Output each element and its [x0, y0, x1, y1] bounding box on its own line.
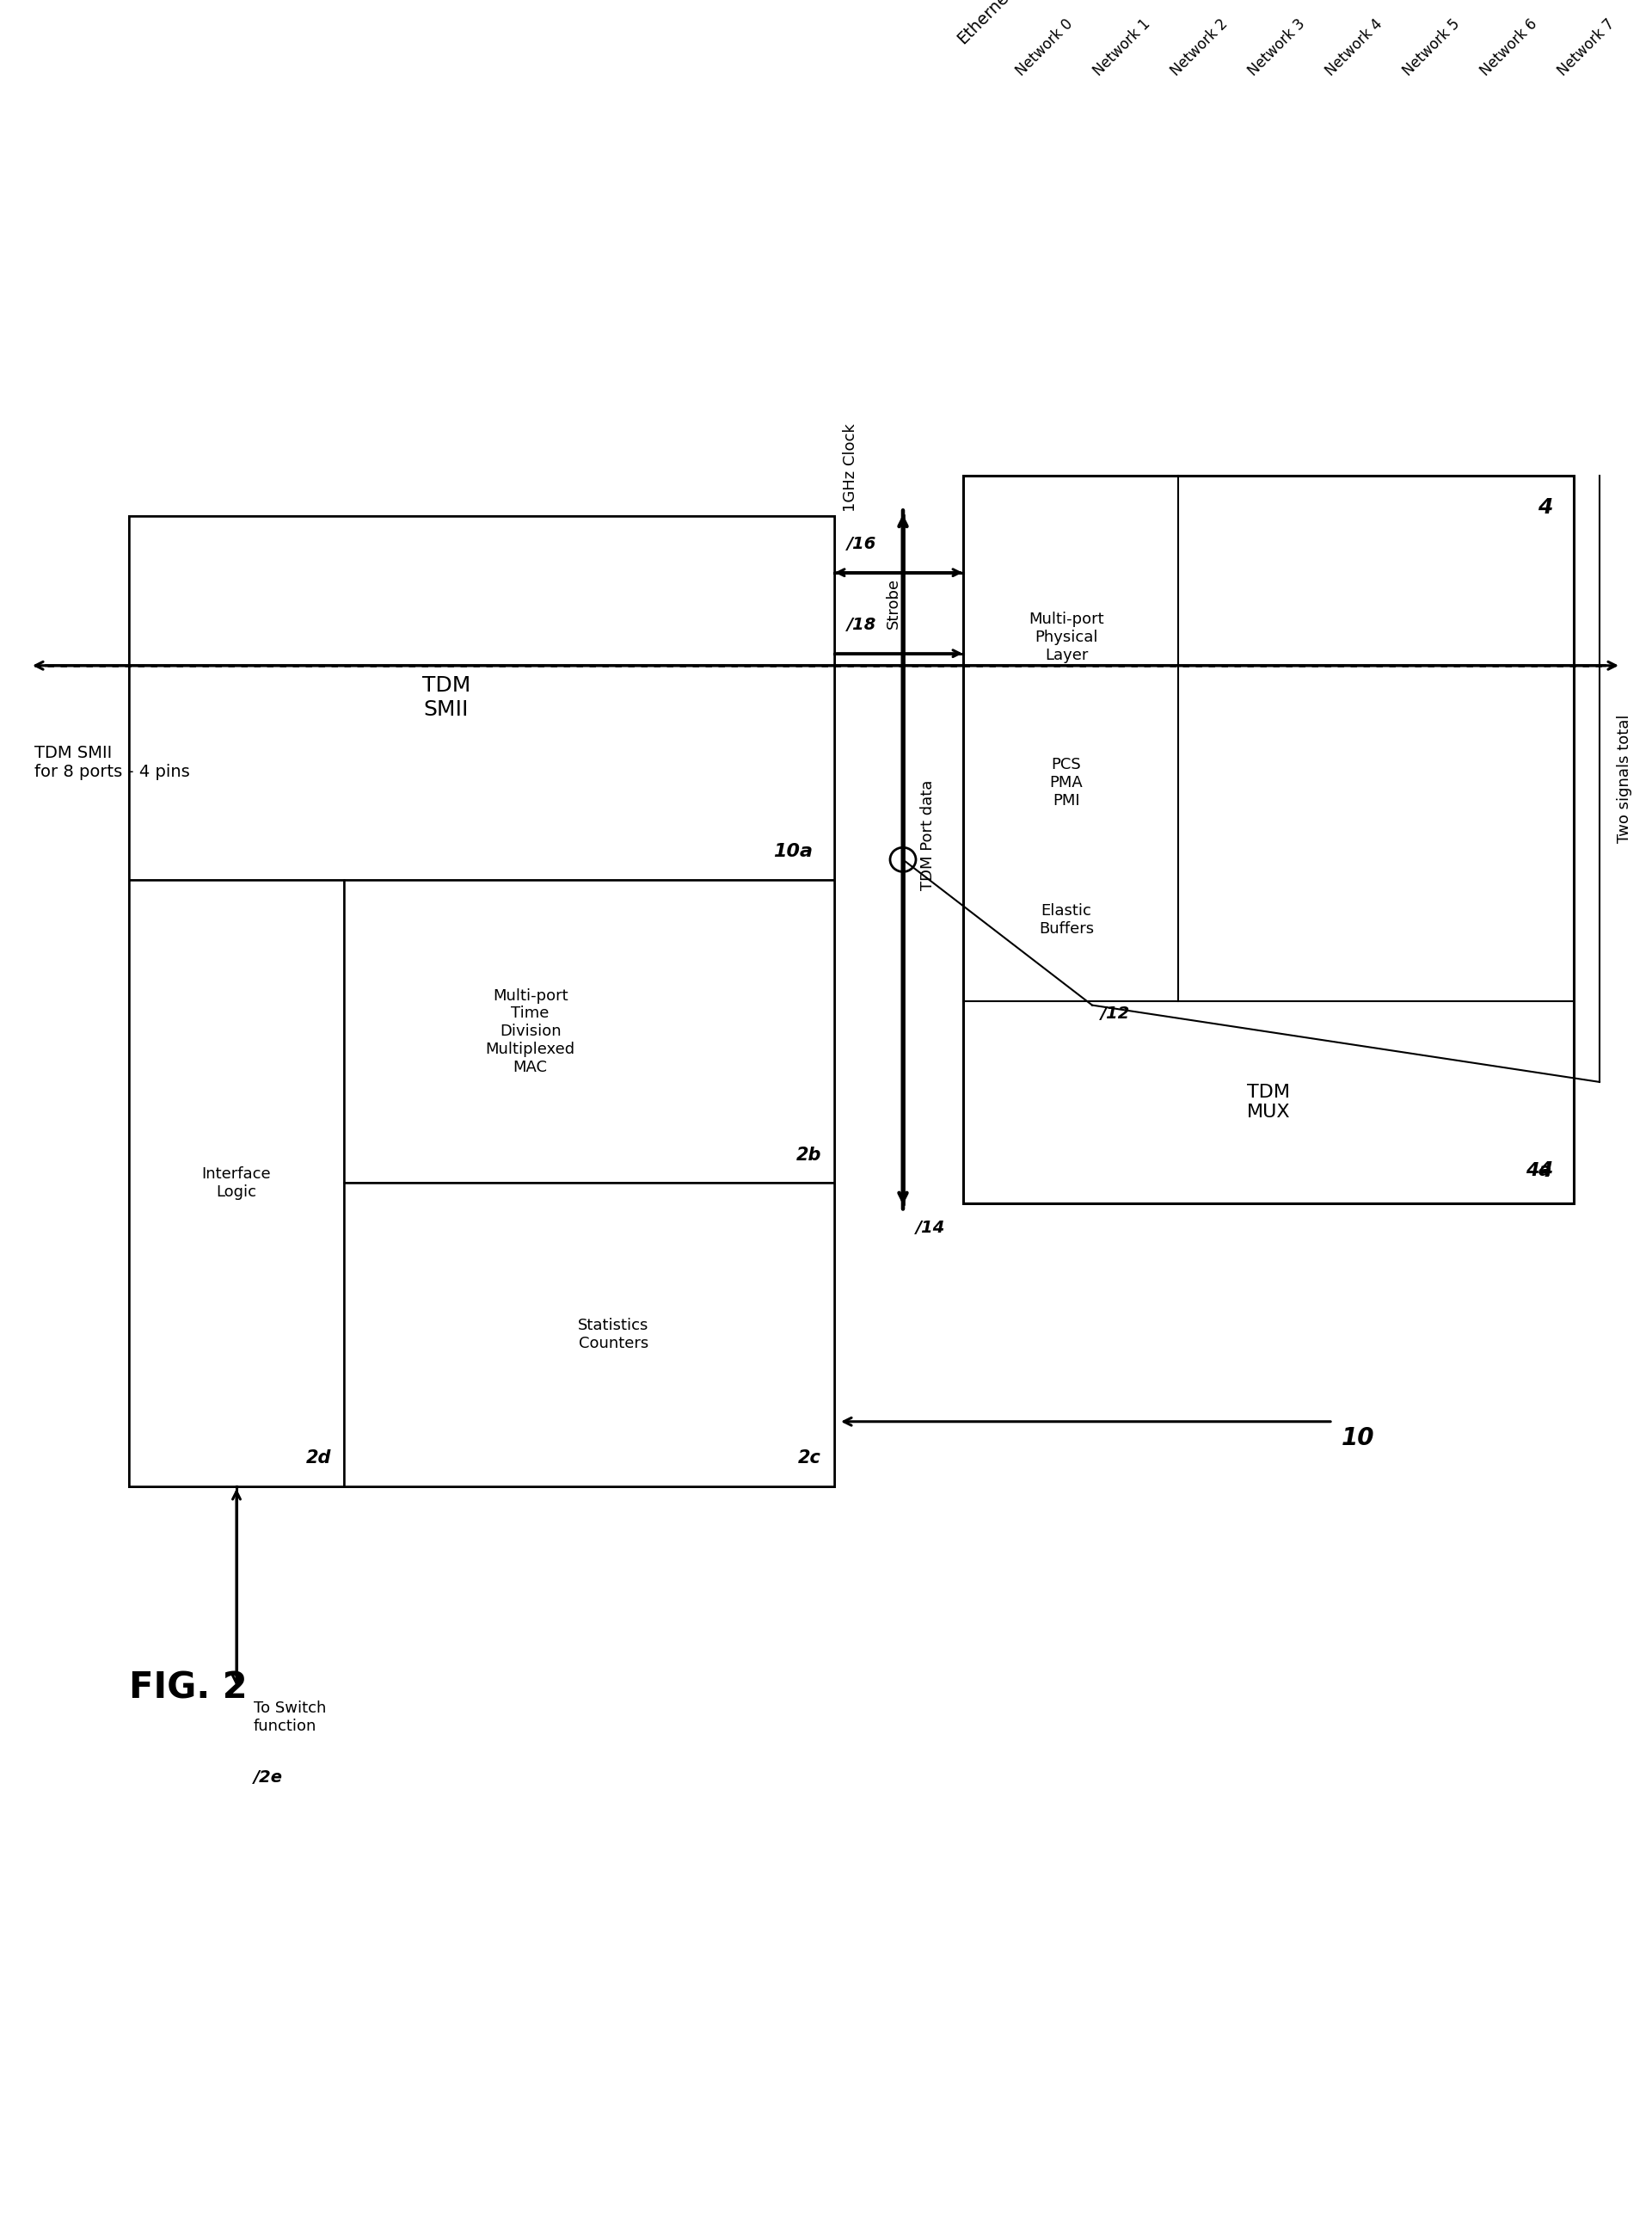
Text: Ethernet: Ethernet — [955, 0, 1018, 46]
Text: TDM
MUX: TDM MUX — [1247, 1083, 1290, 1120]
Bar — [344, 1182, 834, 1486]
Text: TDM Port data: TDM Port data — [920, 779, 935, 890]
Text: Network 7: Network 7 — [1555, 15, 1617, 80]
Text: Strobe: Strobe — [885, 578, 902, 629]
Text: 10a: 10a — [773, 844, 813, 859]
Text: /2e: /2e — [254, 1769, 282, 1784]
Text: Network 6: Network 6 — [1477, 15, 1540, 80]
Text: FIG. 2: FIG. 2 — [129, 1669, 248, 1707]
Text: Network 0: Network 0 — [1013, 15, 1075, 80]
Bar — [129, 879, 344, 1486]
Text: Network 3: Network 3 — [1246, 15, 1308, 80]
Text: 4: 4 — [1538, 498, 1553, 518]
Text: Multi-port
Time
Division
Multiplexed
MAC: Multi-port Time Division Multiplexed MAC — [486, 987, 575, 1076]
Text: 1GHz Clock: 1GHz Clock — [843, 423, 859, 511]
Text: 2b: 2b — [796, 1147, 821, 1162]
Text: Multi-port
Physical
Layer: Multi-port Physical Layer — [1029, 611, 1104, 662]
Text: Two signals total: Two signals total — [1617, 715, 1632, 844]
Bar — [129, 516, 834, 879]
Bar — [963, 476, 1574, 1202]
Text: Network 4: Network 4 — [1323, 15, 1386, 80]
Text: Statistics
Counters: Statistics Counters — [578, 1317, 649, 1351]
Text: 2c: 2c — [798, 1450, 821, 1466]
Text: TDM
SMII: TDM SMII — [421, 675, 471, 720]
Text: To Switch
function: To Switch function — [254, 1700, 325, 1734]
Text: 4: 4 — [1538, 1160, 1553, 1182]
Text: Network 2: Network 2 — [1168, 15, 1231, 80]
Text: Elastic
Buffers: Elastic Buffers — [1039, 903, 1094, 937]
Text: /18: /18 — [847, 618, 877, 633]
Text: Network 1: Network 1 — [1090, 15, 1153, 80]
Text: TDM SMII
for 8 ports - 4 pins: TDM SMII for 8 ports - 4 pins — [35, 744, 190, 779]
Text: 10: 10 — [1341, 1426, 1374, 1450]
Bar — [344, 879, 834, 1182]
Text: Network 5: Network 5 — [1399, 15, 1464, 80]
Text: Interface
Logic: Interface Logic — [202, 1167, 271, 1200]
Text: /12: /12 — [1100, 1005, 1130, 1021]
Text: /16: /16 — [847, 536, 877, 554]
Text: /14: /14 — [915, 1220, 945, 1235]
Text: 2d: 2d — [306, 1450, 330, 1466]
Text: 4a: 4a — [1526, 1162, 1553, 1180]
Text: PCS
PMA
PMI: PCS PMA PMI — [1049, 757, 1084, 808]
Bar — [129, 516, 834, 1486]
